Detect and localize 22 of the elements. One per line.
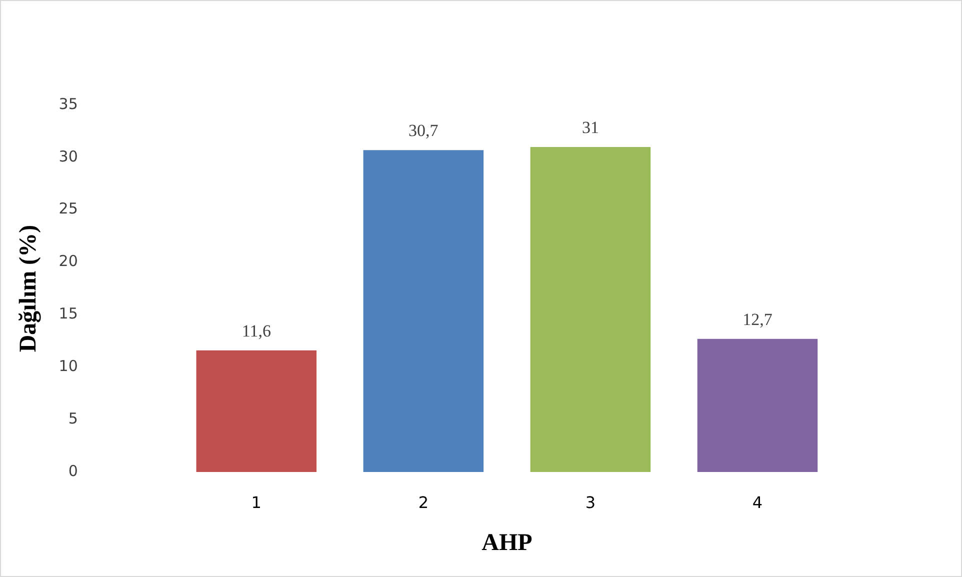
x-tick-label: 2	[418, 492, 429, 512]
y-tick-label: 30	[58, 147, 78, 166]
y-tick-label: 0	[68, 462, 78, 480]
y-tick-label: 20	[58, 252, 78, 270]
data-label: 11,6	[242, 321, 271, 340]
data-label: 12,7	[742, 310, 773, 329]
x-tick-label: 4	[752, 492, 763, 512]
y-tick-label: 5	[68, 409, 78, 428]
x-tick-label: 1	[251, 492, 262, 512]
x-axis-title: AHP	[482, 530, 532, 556]
data-label: 30,7	[408, 121, 439, 140]
x-tick-label: 3	[585, 492, 596, 512]
y-tick-label: 35	[58, 94, 78, 113]
data-label: 31	[582, 118, 599, 137]
bar	[697, 338, 818, 472]
y-axis-title: Dağılım (%)	[16, 224, 42, 352]
bar	[530, 146, 651, 472]
y-tick-label: 15	[58, 304, 78, 323]
y-tick-label: 25	[58, 200, 78, 218]
bar	[196, 350, 317, 472]
bar	[363, 150, 484, 472]
y-tick-label: 10	[58, 357, 78, 376]
